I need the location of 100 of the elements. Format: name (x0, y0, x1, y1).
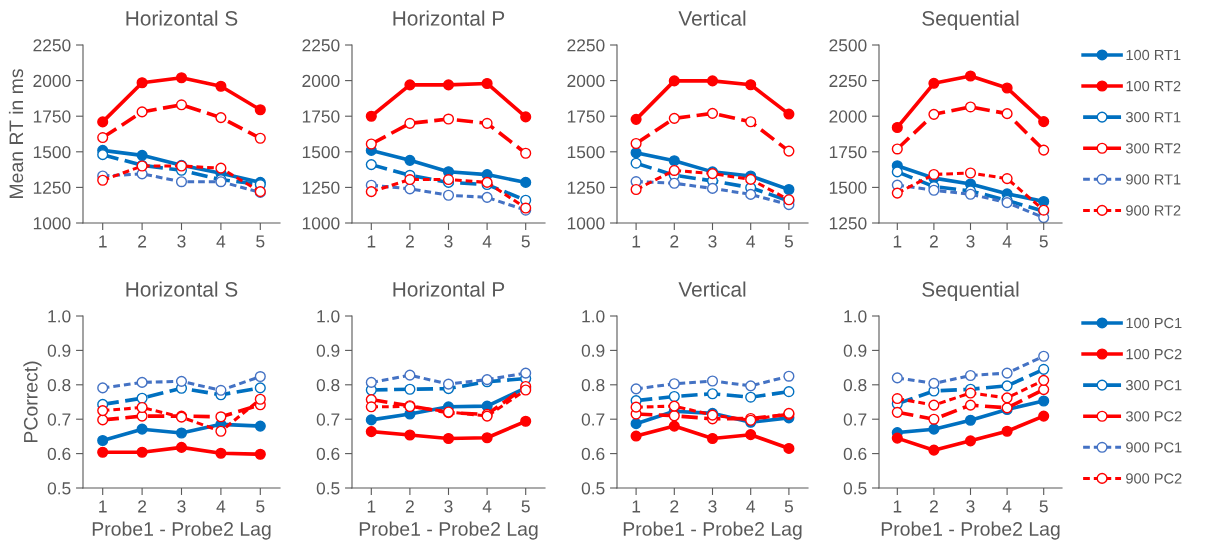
legend-label: 300 RT2 (1125, 143, 1181, 154)
y-tick-label: 1.0 (48, 310, 71, 323)
x-tick-label: 1 (367, 500, 376, 513)
x-tick-label: 2 (670, 235, 679, 248)
x-tick-label: 1 (367, 235, 376, 248)
y-tick-label: 1750 (33, 110, 71, 123)
y-axis-title: Mean RT in ms (8, 69, 24, 198)
x-tick-label: 4 (746, 500, 756, 513)
y-tick-label: 0.9 (843, 344, 867, 357)
chart-title: Sequential (922, 281, 1019, 301)
y-tick-label: 2000 (567, 74, 605, 88)
chart-title: Horizontal P (393, 10, 505, 26)
x-tick-label: 2 (405, 235, 414, 248)
x-tick-label: 2 (670, 500, 679, 513)
y-tick-label: 1.0 (582, 310, 605, 323)
y-tick-label: 0.9 (47, 344, 71, 357)
legend-label: 900 PC1 (1126, 442, 1182, 453)
x-axis-title: Probe1 - Probe2 Lag (92, 521, 271, 540)
legend-label: 900 RT2 (1126, 205, 1181, 216)
y-tick-label: 0.7 (47, 413, 71, 426)
y-tick-label: 2000 (302, 74, 340, 88)
y-tick-label: 2500 (829, 39, 867, 52)
chart-title: Vertical (678, 10, 746, 26)
y-tick-label: 2000 (33, 74, 71, 88)
legend-label: 300 PC2 (1125, 411, 1182, 422)
x-tick-label: 1 (893, 500, 902, 513)
x-tick-label: 1 (893, 235, 902, 248)
y-tick-label: 1250 (33, 181, 71, 194)
legend-label: 100 RT2 (1126, 80, 1181, 92)
y-tick-label: 1500 (567, 145, 605, 159)
x-tick-label: 5 (1039, 235, 1048, 248)
y-tick-label: 1250 (567, 181, 605, 194)
x-tick-label: 3 (708, 500, 717, 513)
y-tick-label: 1750 (567, 110, 605, 123)
y-tick-label: 2250 (302, 39, 340, 52)
y-tick-label: 0.7 (843, 413, 867, 426)
y-tick-label: 1500 (829, 181, 867, 194)
y-tick-label: 0.8 (316, 378, 340, 392)
x-tick-label: 4 (746, 235, 756, 248)
y-tick-label: 0.6 (843, 447, 867, 461)
y-tick-label: 1250 (829, 217, 867, 230)
chart-title: Horizontal S (126, 10, 238, 26)
x-tick-label: 5 (784, 235, 793, 248)
y-tick-label: 1000 (302, 217, 340, 230)
chart-title: Sequential (922, 10, 1019, 30)
y-tick-label: 0.9 (581, 344, 605, 357)
x-axis-title: Probe1 - Probe2 Lag (623, 521, 802, 540)
y-tick-label: 1750 (302, 110, 340, 123)
y-tick-label: 1000 (33, 217, 71, 230)
x-tick-label: 5 (521, 235, 530, 248)
x-tick-label: 5 (256, 500, 265, 513)
y-tick-label: 1.0 (317, 310, 340, 323)
legend-label: 100 PC2 (1126, 348, 1182, 360)
x-tick-label: 4 (1002, 235, 1012, 248)
x-tick-label: 3 (708, 235, 717, 248)
x-tick-label: 5 (784, 500, 793, 513)
y-tick-label: 0.5 (843, 482, 867, 495)
x-tick-label: 1 (99, 235, 107, 248)
x-tick-label: 4 (216, 500, 226, 513)
x-tick-label: 2 (929, 500, 938, 513)
legend-label: 100 PC1 (1126, 317, 1182, 329)
x-tick-label: 5 (521, 500, 530, 513)
y-tick-label: 2250 (829, 74, 867, 88)
x-tick-label: 4 (1002, 500, 1012, 513)
chart-title: Vertical (678, 281, 746, 297)
y-tick-label: 0.9 (316, 344, 340, 357)
chart-title: Horizontal S (126, 281, 238, 297)
legend-label: 100 RT1 (1126, 49, 1181, 61)
x-tick-label: 1 (632, 500, 641, 513)
y-tick-label: 0.8 (843, 378, 867, 392)
x-tick-label: 2 (138, 235, 147, 248)
x-tick-label: 2 (405, 500, 414, 513)
legend-label: 300 RT1 (1125, 112, 1181, 123)
y-tick-label: 1500 (33, 145, 71, 159)
y-tick-label: 0.7 (581, 413, 605, 426)
x-tick-label: 3 (966, 500, 975, 513)
y-tick-label: 0.6 (316, 447, 340, 461)
legend-label: 900 RT1 (1126, 174, 1181, 185)
y-tick-label: 1.0 (844, 310, 867, 323)
y-tick-label: 1500 (302, 145, 340, 159)
y-tick-label: 0.6 (47, 447, 71, 461)
x-tick-label: 3 (966, 235, 975, 248)
y-tick-label: 0.8 (47, 378, 71, 392)
y-tick-label: 0.6 (581, 447, 605, 461)
y-tick-label: 2000 (829, 110, 867, 123)
x-tick-label: 2 (138, 500, 147, 513)
y-tick-label: 0.5 (581, 482, 605, 495)
y-tick-label: 2250 (33, 39, 71, 52)
x-axis-title: Probe1 - Probe2 Lag (881, 521, 1060, 540)
legend-label: 300 PC1 (1125, 380, 1182, 391)
y-axis-title: PCorrect) (23, 361, 42, 442)
legend-label: 900 PC2 (1126, 473, 1182, 484)
x-tick-label: 3 (177, 235, 186, 248)
x-axis-title: Probe1 - Probe2 Lag (359, 521, 538, 540)
x-tick-label: 1 (632, 235, 641, 248)
x-tick-label: 4 (216, 235, 226, 248)
y-tick-label: 1250 (302, 181, 340, 194)
y-tick-label: 0.8 (581, 378, 605, 392)
x-tick-label: 3 (177, 500, 186, 513)
x-tick-label: 4 (482, 235, 492, 248)
